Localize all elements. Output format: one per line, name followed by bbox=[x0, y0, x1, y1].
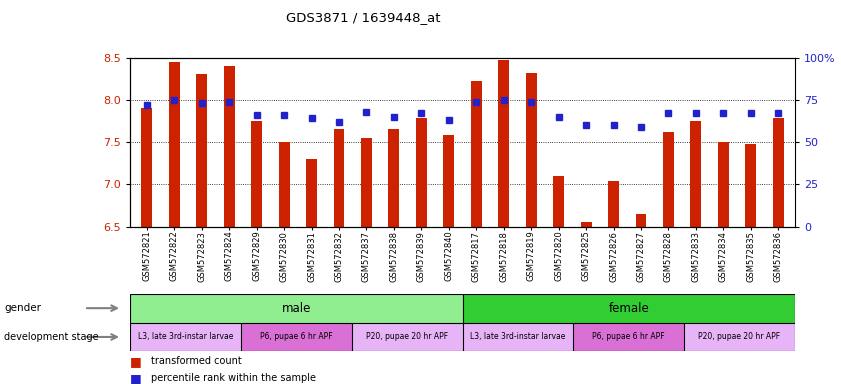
Bar bbox=[636, 214, 647, 227]
Text: P6, pupae 6 hr APF: P6, pupae 6 hr APF bbox=[592, 333, 665, 341]
Text: L3, late 3rd-instar larvae: L3, late 3rd-instar larvae bbox=[470, 333, 566, 341]
Text: P20, pupae 20 hr APF: P20, pupae 20 hr APF bbox=[366, 333, 448, 341]
Bar bbox=[690, 121, 701, 227]
Bar bbox=[553, 176, 564, 227]
Bar bbox=[471, 81, 482, 227]
Text: male: male bbox=[282, 302, 311, 314]
Text: development stage: development stage bbox=[4, 332, 99, 342]
Bar bbox=[498, 60, 509, 227]
Bar bbox=[334, 129, 345, 227]
Text: ■: ■ bbox=[130, 372, 142, 384]
Text: P20, pupae 20 hr APF: P20, pupae 20 hr APF bbox=[698, 333, 780, 341]
Text: P6, pupae 6 hr APF: P6, pupae 6 hr APF bbox=[260, 333, 333, 341]
Bar bbox=[526, 73, 537, 227]
Bar bbox=[361, 138, 372, 227]
Bar bbox=[141, 108, 152, 227]
Bar bbox=[251, 121, 262, 227]
Bar bbox=[608, 181, 619, 227]
Bar bbox=[663, 132, 674, 227]
Bar bbox=[169, 62, 180, 227]
Bar bbox=[416, 118, 427, 227]
Text: gender: gender bbox=[4, 303, 41, 313]
Text: transformed count: transformed count bbox=[151, 356, 242, 366]
Text: L3, late 3rd-instar larvae: L3, late 3rd-instar larvae bbox=[138, 333, 234, 341]
Bar bbox=[278, 142, 289, 227]
Bar bbox=[443, 135, 454, 227]
Bar bbox=[306, 159, 317, 227]
Bar bbox=[718, 142, 729, 227]
Bar bbox=[745, 144, 756, 227]
Bar bbox=[773, 118, 784, 227]
Bar bbox=[580, 222, 591, 227]
Bar bbox=[224, 66, 235, 227]
Text: ■: ■ bbox=[130, 355, 142, 367]
Bar bbox=[196, 74, 207, 227]
Text: GDS3871 / 1639448_at: GDS3871 / 1639448_at bbox=[286, 12, 440, 25]
Text: percentile rank within the sample: percentile rank within the sample bbox=[151, 373, 316, 384]
Bar bbox=[389, 129, 399, 227]
Text: female: female bbox=[608, 302, 649, 314]
